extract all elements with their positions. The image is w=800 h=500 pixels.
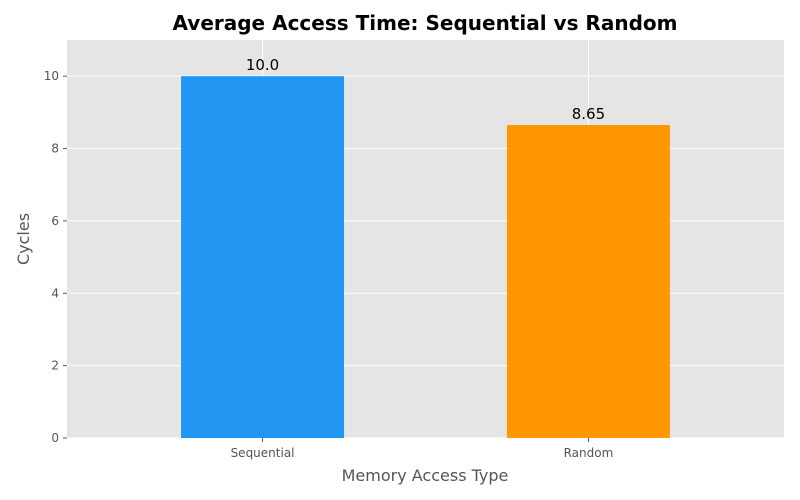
y-axis-label: Cycles (14, 213, 33, 265)
x-tick-label-random: Random (564, 446, 614, 460)
y-tick-label-5: 10 (44, 69, 59, 83)
y-tick-label-0: 0 (51, 431, 59, 445)
x-axis-label: Memory Access Type (342, 466, 509, 485)
data-label-sequential: 10.0 (246, 56, 279, 74)
bar-sequential (181, 76, 345, 438)
x-tick-label-sequential: Sequential (231, 446, 295, 460)
y-tick-label-2: 4 (51, 286, 59, 300)
x-axis-ticks: Sequential Random (231, 438, 614, 460)
bar-random (506, 125, 670, 438)
y-tick-label-3: 6 (51, 214, 59, 228)
data-label-random: 8.65 (572, 105, 605, 123)
plot-area (67, 40, 784, 438)
chart-title: Average Access Time: Sequential vs Rando… (173, 11, 678, 35)
y-axis-ticks: 0 2 4 6 8 10 (44, 69, 67, 445)
y-tick-label-4: 8 (51, 142, 59, 156)
y-tick-label-1: 2 (51, 359, 59, 373)
data-labels: 10.0 8.65 (246, 56, 605, 123)
bars (181, 76, 670, 438)
